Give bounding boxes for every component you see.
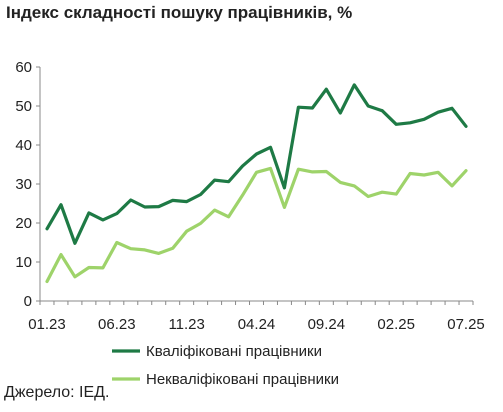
- y-tick-label: 60: [15, 59, 32, 76]
- series-line: [45, 83, 468, 245]
- x-tick-label: 01.23: [28, 316, 66, 333]
- y-tick-label: 20: [15, 215, 32, 232]
- x-tick-label: 02.25: [377, 316, 415, 333]
- y-tick-label: 10: [15, 254, 32, 271]
- x-tick-label: 04.24: [238, 316, 276, 333]
- x-tick-label: 09.24: [308, 316, 346, 333]
- y-tick-label: 40: [15, 137, 32, 154]
- chart-title: Індекс складності пошуку працівників, %: [6, 3, 353, 22]
- series-line: [45, 166, 468, 284]
- x-tick-label: 07.25: [447, 316, 485, 333]
- legend-label: Кваліфіковані працівники: [146, 343, 322, 360]
- y-tick-label: 30: [15, 176, 32, 193]
- x-tick-label: 11.23: [168, 316, 204, 333]
- source-note: Джерело: ІЕД.: [4, 384, 110, 401]
- y-tick-label: 50: [15, 98, 32, 115]
- y-tick-label: 0: [24, 293, 32, 310]
- x-tick-label: 06.23: [98, 316, 136, 333]
- legend-label: Некваліфіковані працівники: [146, 371, 339, 388]
